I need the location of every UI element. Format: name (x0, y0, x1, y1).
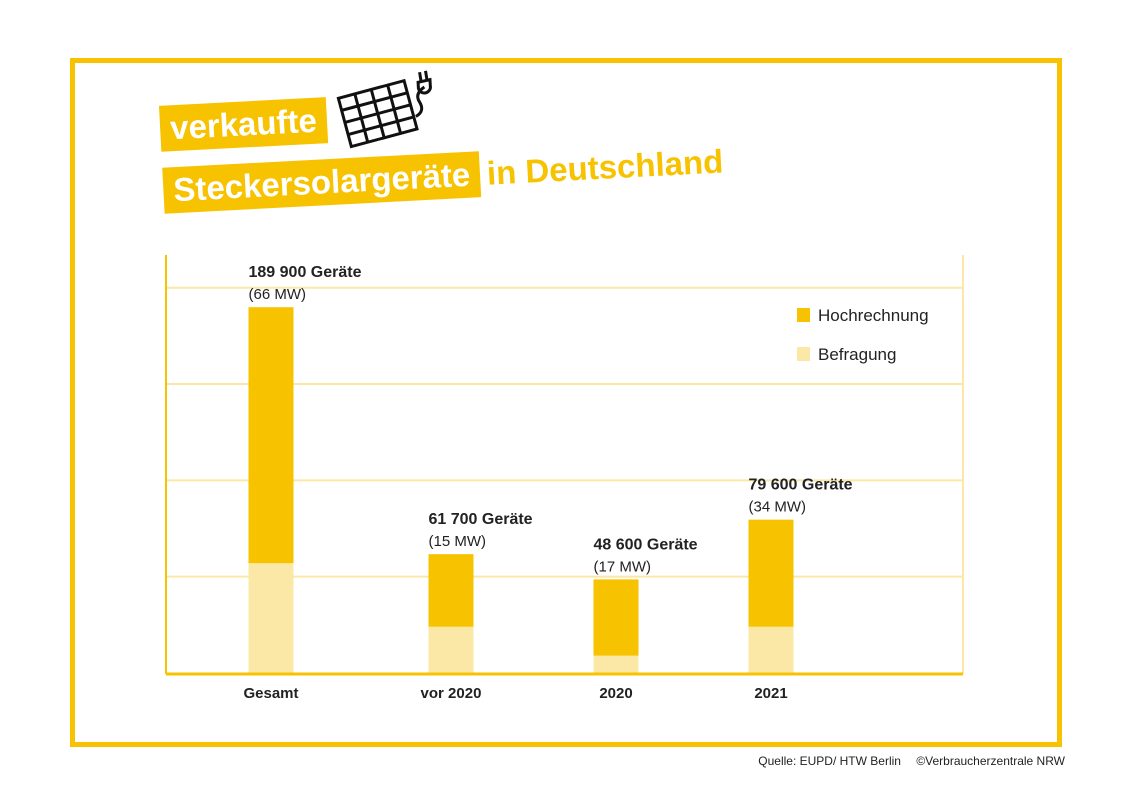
data-label-power: (66 MW) (249, 286, 307, 303)
source-note: Quelle: EUPD/ HTW Berlin ©Verbraucherzen… (746, 754, 1065, 768)
bar-befragung-2 (593, 655, 639, 673)
data-label-total: 48 600 Geräte (594, 536, 698, 553)
x-tick-label: 2020 (599, 685, 632, 702)
legend-label-befragung: Befragung (818, 345, 896, 364)
x-tick-label: Gesamt (243, 685, 298, 702)
legend-swatch-befragung (797, 347, 810, 361)
data-label-total: 189 900 Geräte (249, 264, 362, 281)
frame-border (70, 58, 1062, 747)
data-label-power: (34 MW) (749, 499, 807, 516)
bar-hochrechnung-0 (248, 307, 294, 564)
legend-label-hochrechnung: Hochrechnung (818, 306, 929, 325)
data-label-power: (15 MW) (429, 533, 487, 550)
bar-hochrechnung-3 (748, 519, 794, 627)
bar-hochrechnung-2 (593, 579, 639, 656)
bar-befragung-1 (428, 626, 474, 673)
bar-befragung-3 (748, 626, 794, 673)
x-tick-label: vor 2020 (421, 685, 482, 702)
bar-befragung-0 (248, 563, 294, 673)
legend-swatch-hochrechnung (797, 308, 810, 322)
data-label-total: 61 700 Geräte (429, 511, 533, 528)
source-text: Quelle: EUPD/ HTW Berlin (758, 754, 901, 768)
solar-panel-plug-icon (331, 65, 445, 156)
copyright-text: ©Verbraucherzentrale NRW (916, 754, 1065, 768)
legend: Hochrechnung Befragung (797, 306, 929, 364)
title-block: verkaufte Steckersolargeräte in Deutschl… (152, 49, 760, 240)
data-label-total: 79 600 Geräte (749, 477, 853, 494)
x-tick-label: 2021 (754, 685, 787, 702)
data-label-power: (17 MW) (594, 558, 652, 575)
bar-hochrechnung-1 (428, 554, 474, 627)
